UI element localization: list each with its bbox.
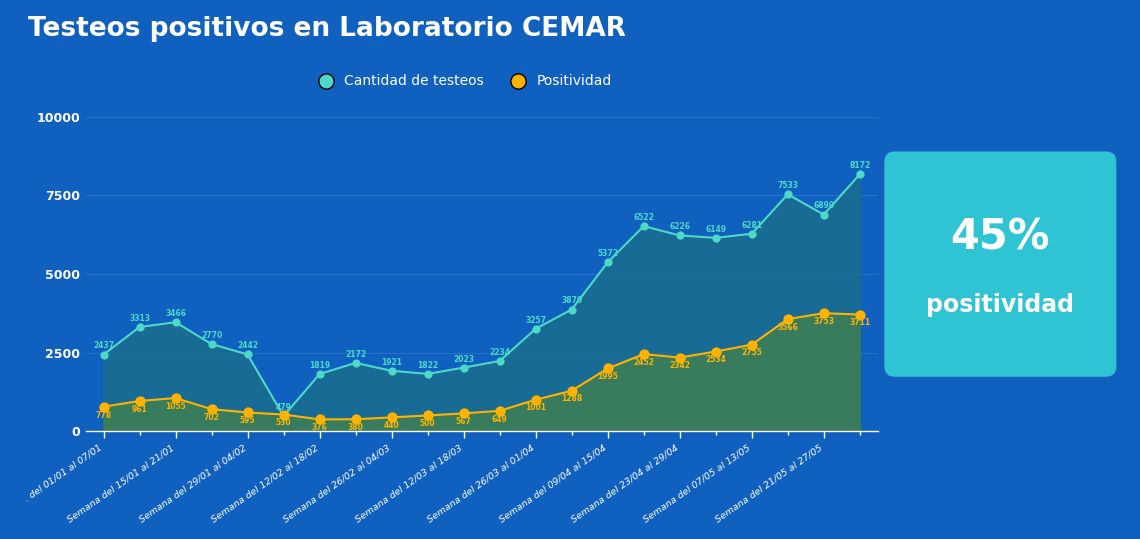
Text: 2172: 2172 — [345, 350, 366, 359]
Text: 2234: 2234 — [489, 348, 511, 357]
Point — [95, 403, 113, 411]
Text: 7533: 7533 — [777, 181, 798, 190]
Point — [635, 350, 653, 358]
Text: 500: 500 — [420, 419, 435, 429]
Text: positividad: positividad — [927, 293, 1074, 317]
Point — [670, 231, 689, 240]
Point — [418, 370, 437, 378]
Point — [490, 406, 508, 415]
Point — [742, 340, 760, 349]
Point — [742, 230, 760, 238]
Text: 3870: 3870 — [561, 296, 583, 306]
Text: 2534: 2534 — [706, 355, 726, 364]
Point — [238, 350, 256, 359]
Text: 778: 778 — [96, 411, 112, 419]
Point — [275, 412, 293, 420]
Text: 440: 440 — [384, 421, 399, 430]
Text: 2342: 2342 — [669, 361, 690, 370]
Text: 6890: 6890 — [813, 202, 834, 211]
Text: 376: 376 — [311, 423, 327, 432]
Text: 1001: 1001 — [526, 404, 546, 412]
Legend: Cantidad de testeos, Positividad: Cantidad de testeos, Positividad — [307, 69, 617, 94]
Text: 2437: 2437 — [93, 342, 114, 350]
Point — [707, 347, 725, 356]
Text: 1819: 1819 — [309, 361, 331, 370]
Text: 3466: 3466 — [165, 309, 186, 318]
Text: 6522: 6522 — [634, 213, 654, 222]
Point — [166, 393, 185, 402]
Point — [455, 363, 473, 372]
Point — [383, 413, 401, 421]
Point — [779, 190, 797, 199]
Point — [347, 415, 365, 424]
Point — [670, 353, 689, 362]
Point — [310, 370, 328, 378]
Text: 479: 479 — [276, 403, 292, 412]
Text: 1921: 1921 — [381, 358, 402, 367]
Point — [275, 410, 293, 419]
Text: 2755: 2755 — [741, 348, 763, 357]
Text: 3566: 3566 — [777, 323, 798, 332]
Text: 3313: 3313 — [129, 314, 150, 323]
Point — [455, 409, 473, 418]
Point — [130, 397, 148, 405]
Text: 8172: 8172 — [849, 161, 871, 170]
Point — [635, 222, 653, 231]
FancyBboxPatch shape — [885, 151, 1116, 377]
Text: 1995: 1995 — [597, 372, 618, 381]
Text: 530: 530 — [276, 418, 292, 427]
Point — [347, 358, 365, 367]
Text: 702: 702 — [204, 413, 220, 422]
Point — [203, 340, 221, 348]
Point — [166, 318, 185, 327]
Point — [95, 350, 113, 359]
Text: 6281: 6281 — [741, 220, 763, 230]
Text: 1055: 1055 — [165, 402, 186, 411]
Text: 2442: 2442 — [237, 341, 258, 350]
Text: 6226: 6226 — [669, 223, 690, 231]
Point — [527, 324, 545, 333]
Point — [562, 305, 580, 314]
Text: 961: 961 — [131, 405, 147, 414]
Text: 5372: 5372 — [597, 249, 618, 258]
Point — [383, 367, 401, 375]
Point — [815, 210, 833, 219]
Text: 649: 649 — [491, 414, 507, 424]
Text: Testeos positivos en Laboratorio CEMAR: Testeos positivos en Laboratorio CEMAR — [28, 16, 627, 42]
Text: 45%: 45% — [951, 217, 1050, 259]
Point — [203, 405, 221, 413]
Text: 2452: 2452 — [634, 358, 654, 367]
Text: 6149: 6149 — [706, 225, 726, 234]
Point — [490, 357, 508, 365]
Point — [527, 396, 545, 404]
Text: 380: 380 — [348, 423, 364, 432]
Point — [815, 309, 833, 317]
Point — [238, 408, 256, 417]
Text: 1822: 1822 — [417, 361, 438, 370]
Point — [130, 323, 148, 331]
Text: 2023: 2023 — [453, 355, 474, 363]
Point — [850, 170, 869, 178]
Point — [779, 315, 797, 323]
Text: 3257: 3257 — [526, 316, 546, 324]
Point — [707, 233, 725, 242]
Text: 1288: 1288 — [561, 395, 583, 404]
Point — [598, 258, 617, 267]
Point — [418, 411, 437, 420]
Point — [598, 364, 617, 373]
Text: 567: 567 — [456, 417, 472, 426]
Text: 2770: 2770 — [201, 331, 222, 340]
Text: 3753: 3753 — [813, 317, 834, 326]
Point — [850, 310, 869, 319]
Point — [310, 415, 328, 424]
Text: 595: 595 — [239, 416, 255, 425]
Point — [562, 386, 580, 395]
Text: 3711: 3711 — [849, 319, 870, 327]
